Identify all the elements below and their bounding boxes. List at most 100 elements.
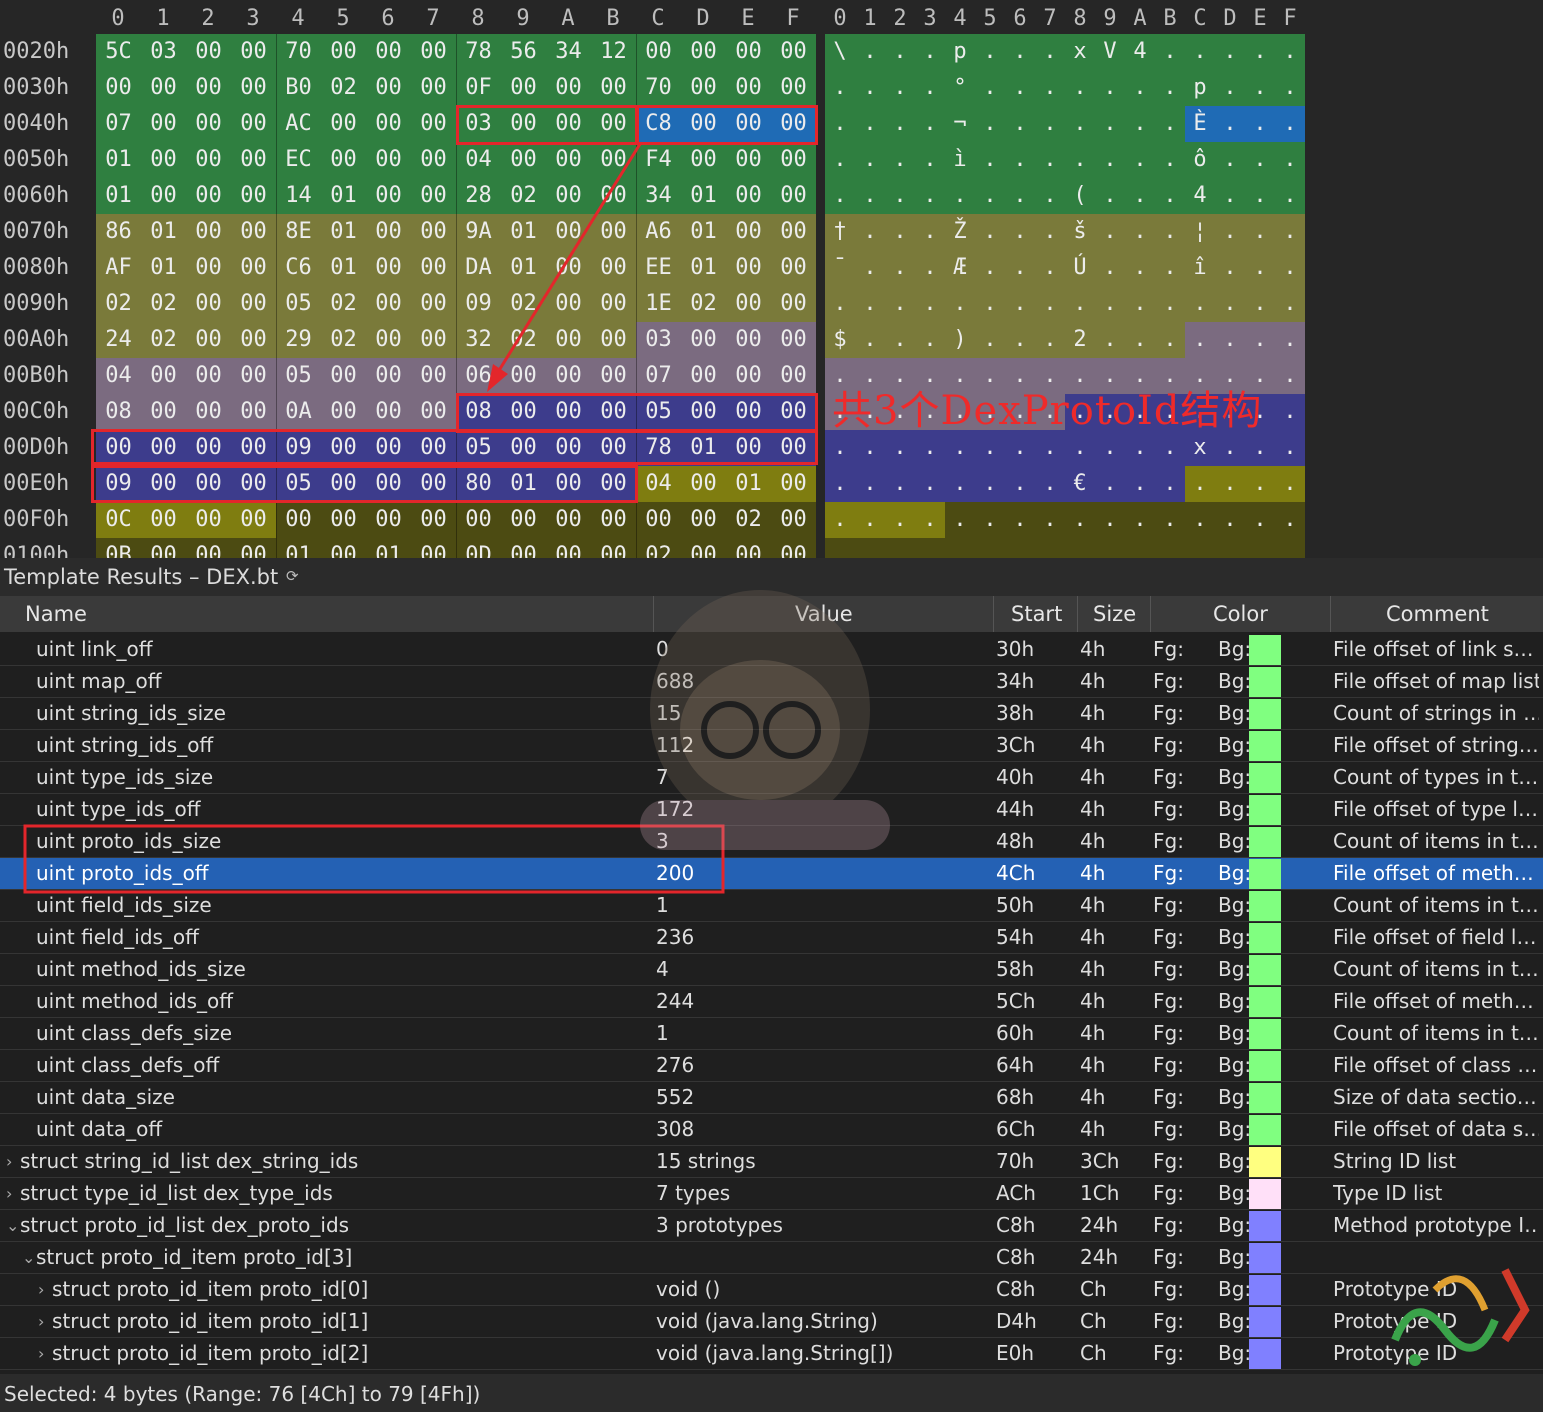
ascii-char[interactable]: . [1215, 538, 1245, 558]
hex-byte[interactable]: F4 [636, 142, 681, 178]
hex-byte[interactable]: 00 [726, 394, 771, 430]
hex-byte[interactable]: 02 [96, 286, 141, 322]
hex-byte[interactable]: 00 [591, 214, 636, 250]
hex-byte[interactable]: 00 [366, 106, 411, 142]
ascii-char[interactable]: . [1095, 106, 1125, 142]
ascii-char[interactable]: . [1125, 106, 1155, 142]
hex-byte[interactable]: 03 [636, 322, 681, 358]
ascii-char[interactable]: . [915, 70, 945, 106]
hex-byte[interactable]: 00 [366, 142, 411, 178]
hex-byte[interactable]: 0F [456, 70, 501, 106]
ascii-char[interactable]: . [975, 106, 1005, 142]
hex-byte[interactable]: 34 [546, 34, 591, 70]
hex-byte[interactable]: 07 [96, 106, 141, 142]
hex-byte[interactable]: 02 [501, 178, 546, 214]
ascii-char[interactable]: p [945, 34, 975, 70]
hex-byte[interactable]: 00 [591, 466, 636, 502]
template-row[interactable]: uint method_ids_off 244 5Ch 4h Fg: Bg: File of… [0, 986, 1543, 1018]
ascii-char[interactable]: . [1035, 466, 1065, 502]
hex-byte[interactable]: 00 [186, 178, 231, 214]
hex-byte[interactable]: 00 [411, 466, 456, 502]
ascii-char[interactable]: . [1125, 394, 1155, 430]
hex-byte[interactable]: 00 [366, 214, 411, 250]
hex-byte[interactable]: 08 [96, 394, 141, 430]
hex-byte[interactable]: 00 [366, 286, 411, 322]
hex-byte[interactable]: AC [276, 106, 321, 142]
hex-byte[interactable]: 04 [96, 358, 141, 394]
hex-byte[interactable]: 00 [726, 250, 771, 286]
hex-byte[interactable]: 00 [681, 322, 726, 358]
hex-byte[interactable]: 00 [366, 394, 411, 430]
hex-byte[interactable]: 00 [411, 70, 456, 106]
color-swatch[interactable] [1249, 667, 1281, 697]
ascii-char[interactable]: . [1095, 394, 1125, 430]
ascii-char[interactable]: . [1185, 34, 1215, 70]
ascii-char[interactable]: . [975, 430, 1005, 466]
ascii-char[interactable]: . [1155, 250, 1185, 286]
ascii-char[interactable]: Ú [1065, 250, 1095, 286]
hex-byte[interactable]: 00 [591, 106, 636, 142]
hex-byte[interactable]: 00 [366, 430, 411, 466]
ascii-char[interactable]: . [1065, 70, 1095, 106]
ascii-char[interactable]: . [1125, 142, 1155, 178]
hex-byte[interactable]: 00 [591, 286, 636, 322]
ascii-char[interactable]: . [1185, 394, 1215, 430]
ascii-char[interactable]: . [975, 322, 1005, 358]
ascii-char[interactable]: È [1185, 106, 1215, 142]
ascii-char[interactable]: . [885, 214, 915, 250]
hex-byte[interactable]: 00 [186, 394, 231, 430]
column-divider[interactable] [1077, 596, 1078, 632]
ascii-char[interactable]: . [885, 106, 915, 142]
ascii-char[interactable]: . [855, 142, 885, 178]
ascii-char[interactable]: . [825, 466, 855, 502]
ascii-char[interactable]: . [1095, 70, 1125, 106]
ascii-char[interactable]: . [915, 430, 945, 466]
hex-byte[interactable]: 34 [636, 178, 681, 214]
ascii-char[interactable]: . [1185, 502, 1215, 538]
hex-byte[interactable]: 01 [276, 538, 321, 558]
hex-byte[interactable]: 00 [366, 250, 411, 286]
ascii-char[interactable]: . [1035, 142, 1065, 178]
ascii-char[interactable]: . [915, 106, 945, 142]
ascii-char[interactable]: . [1005, 322, 1035, 358]
ascii-char[interactable]: î [1185, 250, 1215, 286]
ascii-char[interactable]: . [855, 358, 885, 394]
ascii-char[interactable]: . [855, 70, 885, 106]
ascii-char[interactable]: ì [945, 142, 975, 178]
hex-byte[interactable]: 01 [321, 178, 366, 214]
hex-byte[interactable]: C6 [276, 250, 321, 286]
column-header-comment[interactable]: Comment [1386, 602, 1489, 626]
template-row[interactable]: uint field_ids_off 236 54h 4h Fg: Bg: File off… [0, 922, 1543, 954]
ascii-char[interactable]: . [1095, 538, 1125, 558]
ascii-char[interactable]: . [1095, 286, 1125, 322]
hex-byte[interactable]: 01 [501, 214, 546, 250]
ascii-char[interactable]: . [1275, 286, 1305, 322]
hex-byte[interactable]: 00 [681, 394, 726, 430]
hex-byte[interactable]: 02 [321, 286, 366, 322]
hex-byte[interactable]: 00 [726, 34, 771, 70]
ascii-char[interactable]: . [1125, 250, 1155, 286]
hex-byte[interactable]: 02 [501, 286, 546, 322]
hex-byte[interactable]: 00 [321, 430, 366, 466]
hex-byte[interactable]: 00 [186, 430, 231, 466]
ascii-char[interactable]: . [855, 322, 885, 358]
ascii-char[interactable]: . [1275, 106, 1305, 142]
ascii-char[interactable]: . [1005, 358, 1035, 394]
hex-byte[interactable]: 00 [186, 250, 231, 286]
hex-byte[interactable]: 00 [231, 34, 276, 70]
template-row[interactable]: › struct string_id_list dex_string_ids 15 … [0, 1146, 1543, 1178]
hex-byte[interactable]: 00 [726, 106, 771, 142]
ascii-char[interactable]: . [1245, 430, 1275, 466]
hex-byte[interactable]: 02 [141, 322, 186, 358]
hex-byte[interactable]: C8 [636, 106, 681, 142]
column-divider[interactable] [993, 596, 994, 632]
ascii-char[interactable]: . [1215, 142, 1245, 178]
hex-byte[interactable]: 00 [501, 70, 546, 106]
ascii-char[interactable]: . [1005, 394, 1035, 430]
hex-byte[interactable]: 00 [771, 286, 816, 322]
refresh-icon[interactable]: ⟳ [286, 567, 299, 585]
hex-byte[interactable]: 05 [636, 394, 681, 430]
column-divider[interactable] [653, 596, 654, 632]
ascii-char[interactable]: . [1155, 502, 1185, 538]
